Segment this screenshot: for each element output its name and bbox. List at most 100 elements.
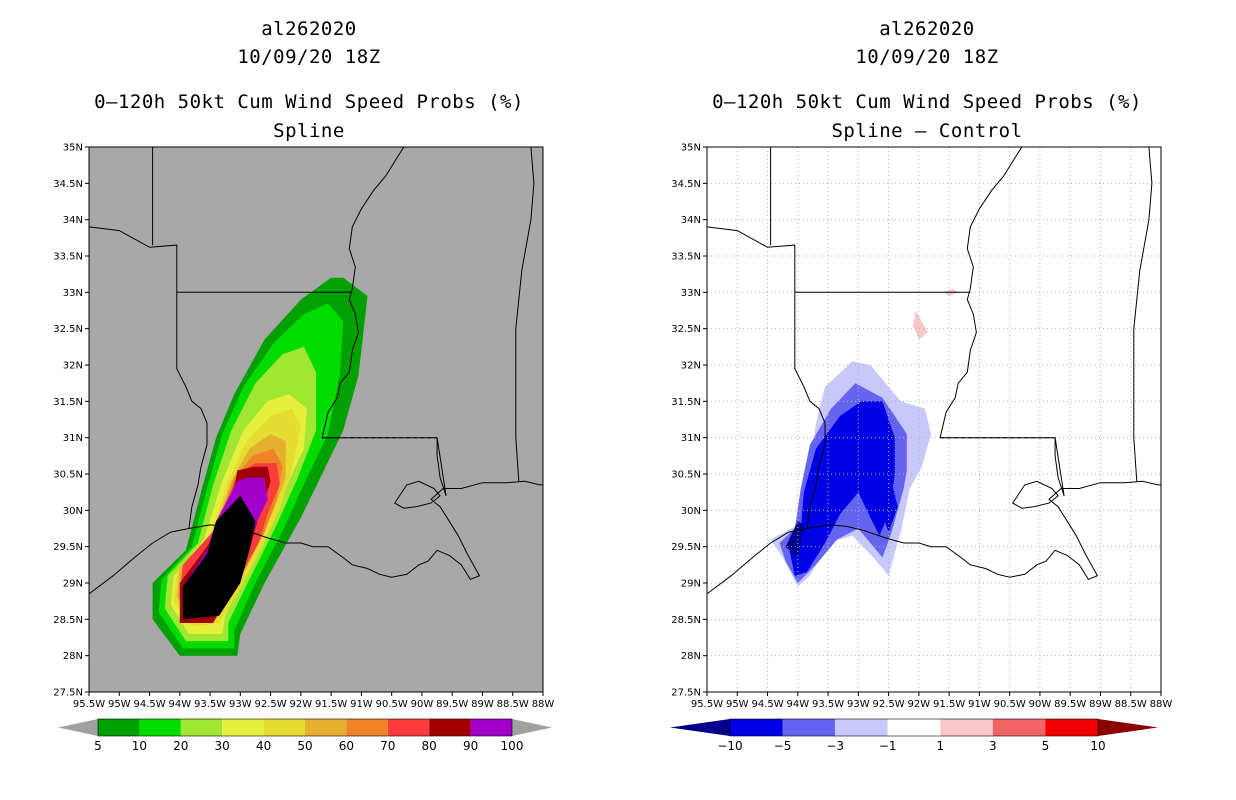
x-tick-label: 92.5W: [255, 699, 287, 710]
colorbar-label: 5: [94, 739, 102, 753]
colorbar-label: 50: [297, 739, 312, 753]
colorbar-swatch: [305, 719, 347, 736]
x-tick-label: 89W: [1089, 699, 1112, 710]
y-tick-label: 29.5N: [671, 542, 701, 553]
colorbar-swatch: [887, 719, 941, 736]
datetime: 10/09/20 18Z: [855, 46, 999, 68]
y-tick-label: 34N: [63, 215, 83, 226]
contour-region-100: [182, 495, 256, 620]
x-tick-label: 93.5W: [194, 699, 226, 710]
state-border: [515, 147, 535, 482]
y-tick-label: 30N: [63, 506, 83, 517]
y-tick-label: 34N: [681, 215, 701, 226]
state-border-east: [1054, 437, 1065, 496]
x-tick-label: 95.5W: [691, 699, 723, 710]
spline-map: 95.5W 95W 94.5W 94W 93.5W 93W 92.5W 92W 91.5W 91W…: [53, 143, 554, 754]
y-tick-label: 29N: [681, 579, 701, 590]
x-tick-label: 91.5W: [315, 699, 347, 710]
plot-background: [707, 147, 1161, 692]
storm-id: al262020: [879, 18, 975, 40]
y-tick-label: 33.5N: [671, 252, 701, 263]
river-border: [939, 147, 1023, 438]
colorbar-label: 80: [422, 739, 437, 753]
sabine-border: [176, 292, 208, 529]
x-tick-label: 94W: [786, 699, 809, 710]
colorbar-over-arrow: [1098, 719, 1158, 736]
y-tick-label: 35N: [681, 143, 701, 154]
x-tick-label: 94W: [168, 699, 191, 710]
colorbar-label: 30: [215, 739, 230, 753]
colorbar-label: 20: [173, 739, 188, 753]
x-tick-label: 91W: [350, 699, 373, 710]
x-tick-label: 93W: [229, 699, 252, 710]
sabine-border: [794, 292, 826, 529]
colorbar-swatch: [346, 719, 388, 736]
y-tick-label: 29N: [63, 579, 83, 590]
colorbar-over-arrow: [512, 719, 552, 736]
state-border: [89, 226, 178, 293]
y-tick-label: 30N: [681, 506, 701, 517]
x-tick-label: 89W: [471, 699, 494, 710]
contour-region-neg5: [788, 401, 895, 576]
y-tick-label: 28N: [681, 651, 701, 662]
x-tick-label: 95W: [726, 699, 749, 710]
lake-pontchartrain: [393, 480, 441, 509]
x-tick-label: 90.5W: [994, 699, 1026, 710]
chart-subtitle: Spline – Control: [831, 120, 1023, 142]
x-tick-label: 88.5W: [497, 699, 529, 710]
colorbar-label: 1: [936, 739, 944, 753]
y-tick-label: 32.5N: [53, 324, 83, 335]
y-tick-label: 28.5N: [671, 615, 701, 626]
difference-map: 95.5W 95W 94.5W 94W 93.5W 93W 92.5W 92W 91.5W 91W…: [670, 143, 1172, 753]
colorbar-label: 60: [339, 739, 354, 753]
x-tick-label: 91.5W: [933, 699, 965, 710]
colorbar-swatch: [992, 719, 1046, 736]
x-tick-label: 93.5W: [812, 699, 844, 710]
contour-layer: [152, 277, 368, 656]
colorbar: 5 10 20 30 40 50 60 70 80 90 100: [58, 718, 552, 753]
colorbar-swatch: [139, 719, 181, 736]
y-tick-label: 32N: [681, 361, 701, 372]
grid-lines: [707, 147, 1161, 692]
x-tick-label: 92W: [290, 699, 313, 710]
colorbar-swatch: [730, 719, 783, 736]
colorbar: −10 −5 −3 −1 1 3 5 10: [670, 718, 1158, 753]
colorbar-swatch: [940, 719, 993, 736]
colorbar-swatch: [222, 719, 264, 736]
lake-pontchartrain: [1011, 480, 1059, 509]
y-tick-label: 31N: [681, 433, 701, 444]
colorbar-label: 5: [1042, 739, 1050, 753]
colorbar-swatch: [98, 719, 140, 736]
x-tick-label: 90W: [1029, 699, 1052, 710]
y-tick-label: 33.5N: [53, 252, 83, 263]
y-tick-label: 33N: [63, 288, 83, 299]
colorbar-swatch: [263, 719, 305, 736]
y-tick-label: 28N: [63, 651, 83, 662]
chart-subtitle: Spline: [273, 120, 345, 142]
y-tick-label: 31.5N: [671, 397, 701, 408]
map-outlines: [89, 147, 543, 595]
x-tick-label: 90W: [411, 699, 434, 710]
colorbar-label: 70: [380, 739, 395, 753]
colorbar-swatch: [835, 719, 888, 736]
y-tick-label: 35N: [63, 143, 83, 154]
y-tick-label: 32N: [63, 361, 83, 372]
colorbar-frame: [729, 718, 1099, 737]
y-tick-label: 32.5N: [671, 324, 701, 335]
colorbar-label: −10: [717, 739, 742, 753]
river-border: [321, 147, 405, 438]
map-outlines: [707, 147, 1161, 595]
state-border-east: [436, 437, 447, 496]
y-tick-label: 34.5N: [53, 179, 83, 190]
difference-panel: al262020 10/09/20 18Z 0–120h 50kt Cum Wi…: [618, 0, 1236, 800]
storm-id: al262020: [261, 18, 357, 40]
y-tick-label: 27.5N: [53, 688, 83, 699]
colorbar-label: 40: [256, 739, 271, 753]
colorbar-swatch: [387, 719, 430, 736]
x-tick-label: 88.5W: [1115, 699, 1147, 710]
axis-ticks: 95.5W 95W 94.5W 94W 93.5W 93W 92.5W 92W 91.5W 91W…: [671, 143, 1172, 711]
pearl-border: [1054, 437, 1065, 496]
y-tick-label: 29.5N: [53, 542, 83, 553]
x-tick-label: 93W: [847, 699, 870, 710]
colorbar-label: 90: [463, 739, 478, 753]
